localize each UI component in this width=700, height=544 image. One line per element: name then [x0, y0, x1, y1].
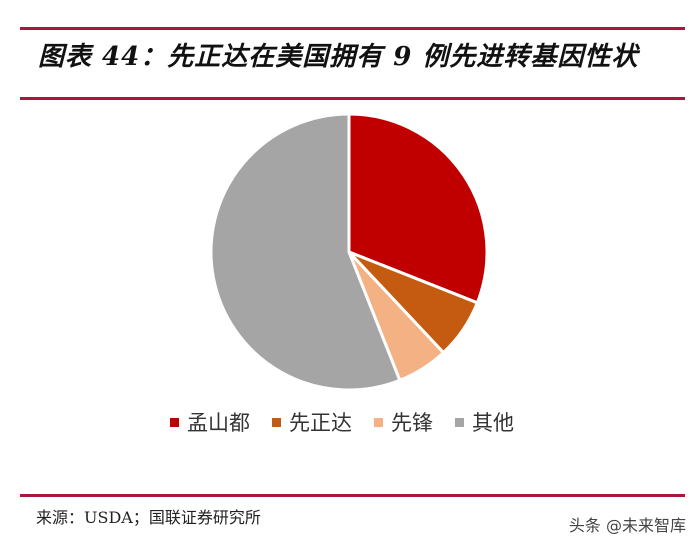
- pie-slice-monsanto: [347, 112, 489, 305]
- legend-swatch-syngenta: [272, 417, 281, 427]
- legend-label-pioneer: 先锋: [391, 411, 433, 435]
- chart-title: 图表 44：先正达在美国拥有 9 例先进转基因性状: [38, 42, 639, 72]
- watermark: 头条 @未来智库: [568, 516, 686, 535]
- legend-item-syngenta: 先正达: [272, 407, 352, 437]
- legend-swatch-monsanto: [170, 417, 179, 427]
- chart-legend: 孟山都 先正达 先锋 其他: [170, 407, 536, 437]
- title-underline: [20, 97, 685, 100]
- top-rule: [20, 27, 685, 30]
- legend-item-monsanto: 孟山都: [170, 407, 250, 437]
- legend-label-monsanto: 孟山都: [187, 411, 250, 435]
- source-note: 来源：USDA；国联证券研究所: [36, 508, 261, 527]
- legend-swatch-pioneer: [374, 417, 383, 427]
- legend-label-syngenta: 先正达: [289, 411, 352, 435]
- pie-slice-others: [209, 112, 402, 392]
- legend-swatch-others: [455, 417, 464, 427]
- legend-item-pioneer: 先锋: [374, 407, 433, 437]
- legend-label-others: 其他: [472, 411, 514, 435]
- legend-item-others: 其他: [455, 407, 514, 437]
- bottom-rule: [20, 494, 685, 497]
